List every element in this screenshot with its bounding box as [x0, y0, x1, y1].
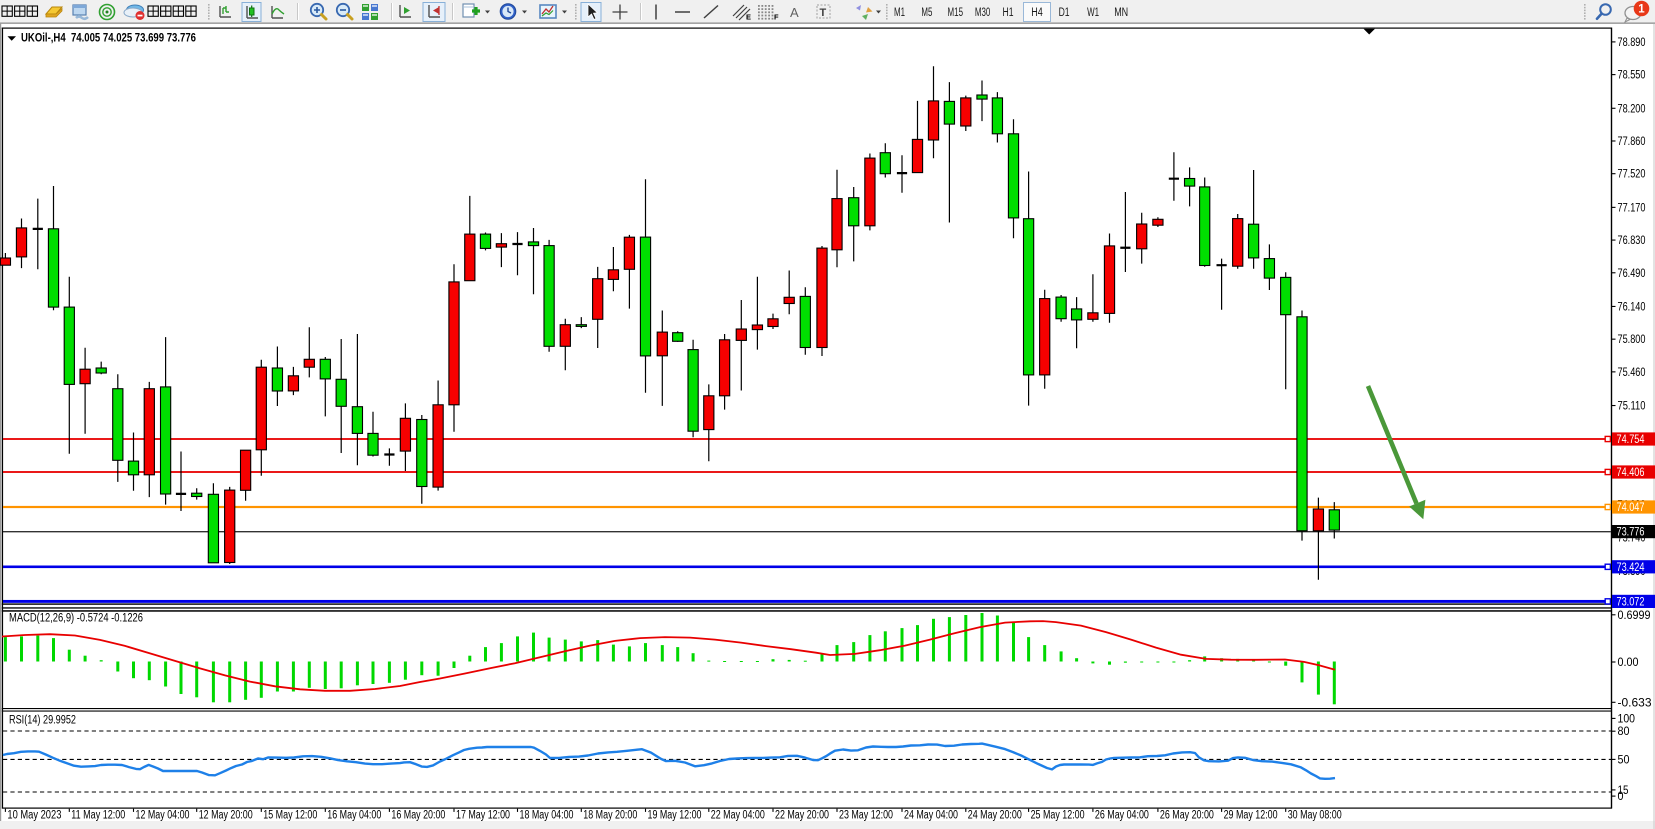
svg-text:19 May 12:00: 19 May 12:00 — [648, 810, 702, 822]
svg-text:M1: M1 — [894, 7, 905, 19]
svg-text:74.047: 74.047 — [1617, 502, 1645, 514]
svg-text:0.00: 0.00 — [1618, 657, 1639, 669]
svg-text:22 May 04:00: 22 May 04:00 — [711, 810, 765, 822]
svg-text:T: T — [820, 7, 827, 19]
svg-text:100: 100 — [1618, 713, 1636, 725]
svg-text:76.490: 76.490 — [1618, 268, 1646, 280]
svg-text:50: 50 — [1618, 754, 1630, 766]
svg-text:15: 15 — [1618, 785, 1629, 797]
svg-text:74.406: 74.406 — [1617, 467, 1645, 479]
svg-text:26 May 20:00: 26 May 20:00 — [1160, 810, 1214, 822]
svg-text:E: E — [746, 13, 751, 22]
svg-text:80: 80 — [1618, 726, 1630, 738]
svg-text:M5: M5 — [921, 7, 932, 19]
svg-text:26 May 04:00: 26 May 04:00 — [1095, 810, 1149, 822]
svg-text:12 May 20:00: 12 May 20:00 — [199, 810, 253, 822]
svg-text:74.754: 74.754 — [1617, 434, 1645, 446]
svg-text:W1: W1 — [1087, 7, 1099, 19]
svg-text:D1: D1 — [1059, 7, 1070, 19]
svg-text:A: A — [790, 5, 799, 20]
svg-text:MACD(12,26,9) -0.5724 -0.1226: MACD(12,26,9) -0.5724 -0.1226 — [9, 613, 143, 625]
svg-text:23 May 12:00: 23 May 12:00 — [839, 810, 893, 822]
svg-text:75.110: 75.110 — [1618, 401, 1646, 413]
svg-text:17 May 12:00: 17 May 12:00 — [456, 810, 510, 822]
svg-text:MN: MN — [1114, 7, 1128, 19]
svg-text:24 May 04:00: 24 May 04:00 — [904, 810, 958, 822]
svg-text:22 May 20:00: 22 May 20:00 — [775, 810, 829, 822]
svg-text:11 May 12:00: 11 May 12:00 — [71, 810, 125, 822]
svg-text:M15: M15 — [948, 7, 964, 19]
svg-text:M30: M30 — [975, 7, 991, 19]
svg-text:RSI(14) 29.9952: RSI(14) 29.9952 — [9, 715, 76, 727]
svg-text:77.520: 77.520 — [1618, 169, 1646, 181]
svg-text:16 May 20:00: 16 May 20:00 — [391, 810, 445, 822]
svg-text:0.6999: 0.6999 — [1618, 610, 1651, 622]
svg-text:76.140: 76.140 — [1618, 301, 1646, 313]
svg-text:F: F — [774, 13, 779, 22]
svg-text:73.072: 73.072 — [1617, 597, 1645, 609]
svg-text:18 May 04:00: 18 May 04:00 — [520, 810, 574, 822]
svg-text:73.776: 73.776 — [1617, 527, 1645, 539]
svg-text:75.800: 75.800 — [1618, 334, 1646, 346]
svg-text:18 May 20:00: 18 May 20:00 — [583, 810, 637, 822]
svg-text:H4: H4 — [1031, 7, 1043, 19]
svg-text:15 May 12:00: 15 May 12:00 — [263, 810, 317, 822]
svg-text:30 May 08:00: 30 May 08:00 — [1288, 810, 1342, 822]
svg-text:-0.633: -0.633 — [1618, 697, 1652, 709]
svg-text:1: 1 — [1638, 4, 1645, 16]
svg-text:73.424: 73.424 — [1617, 562, 1645, 574]
svg-text:75.460: 75.460 — [1618, 367, 1646, 379]
svg-text:29 May 12:00: 29 May 12:00 — [1224, 810, 1278, 822]
svg-text:76.830: 76.830 — [1618, 235, 1646, 247]
svg-text:25 May 12:00: 25 May 12:00 — [1031, 810, 1085, 822]
svg-text:78.200: 78.200 — [1618, 103, 1646, 115]
svg-text:78.890: 78.890 — [1618, 37, 1646, 49]
svg-text:78.550: 78.550 — [1618, 70, 1646, 82]
svg-text:12 May 04:00: 12 May 04:00 — [136, 810, 190, 822]
svg-text:77.860: 77.860 — [1618, 136, 1646, 148]
svg-text:10 May 2023: 10 May 2023 — [7, 810, 61, 822]
svg-text:16 May 04:00: 16 May 04:00 — [327, 810, 381, 822]
svg-text:0: 0 — [1618, 791, 1624, 803]
svg-text:24 May 20:00: 24 May 20:00 — [968, 810, 1022, 822]
svg-text:77.170: 77.170 — [1618, 202, 1646, 214]
svg-text:UKOil-,H4 74.005 74.025 73.69: UKOil-,H4 74.005 74.025 73.699 73.776 — [21, 33, 196, 45]
svg-text:H1: H1 — [1003, 7, 1014, 19]
